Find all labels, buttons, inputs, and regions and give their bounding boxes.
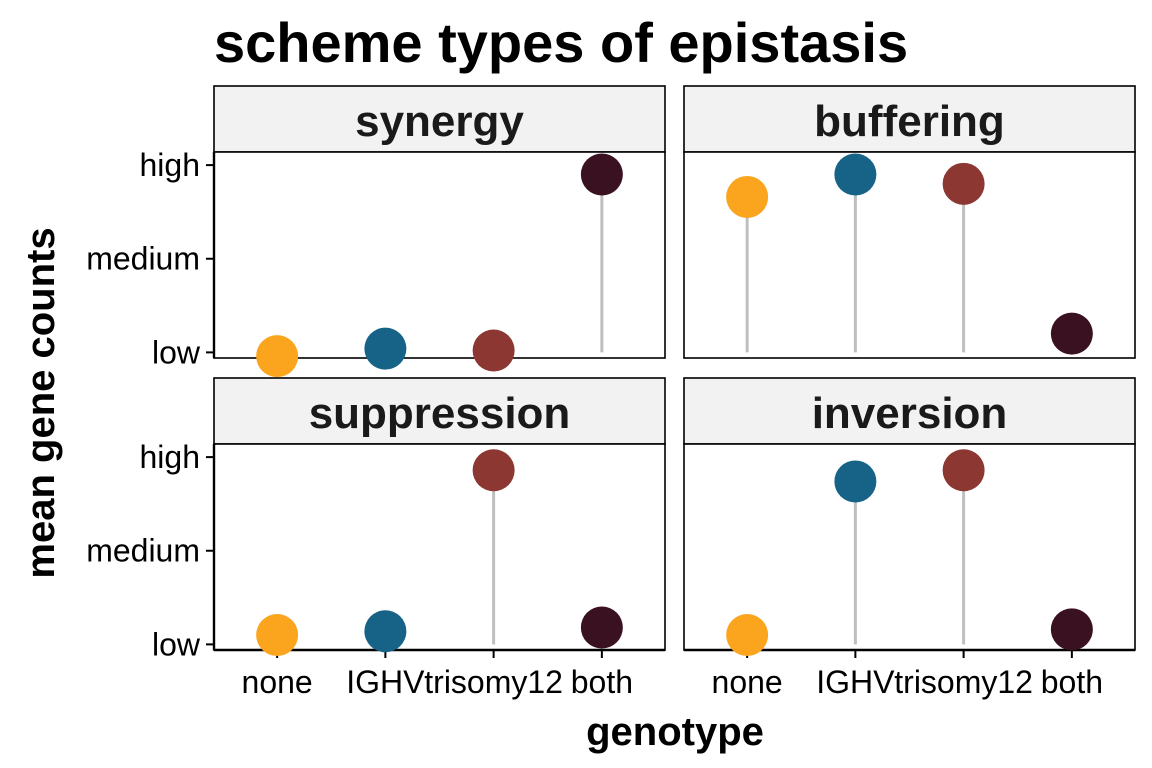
data-point-synergy-IGHV: [364, 327, 407, 370]
y-tick-label: medium: [86, 241, 200, 277]
x-tick-label: both: [571, 664, 633, 700]
facet-label-buffering: buffering: [814, 97, 1005, 146]
data-point-buffering-none: [726, 175, 769, 218]
data-point-suppression-none: [256, 614, 299, 657]
data-point-buffering-IGHV: [834, 153, 877, 196]
data-point-suppression-IGHV: [364, 610, 407, 653]
facet-label-suppression: suppression: [309, 389, 571, 438]
data-point-synergy-none: [256, 335, 299, 378]
data-point-inversion-both: [1050, 608, 1093, 651]
y-tick-label: high: [140, 147, 201, 183]
data-point-inversion-none: [726, 614, 769, 657]
data-point-suppression-both: [580, 606, 623, 649]
x-tick-label: both: [1041, 664, 1103, 700]
x-tick-label: trisomy12: [424, 664, 563, 700]
data-point-buffering-both: [1050, 312, 1093, 355]
facet-strip-suppression: [213, 377, 666, 445]
y-tick-label: high: [140, 439, 201, 475]
data-point-suppression-trisomy12: [472, 449, 515, 492]
x-tick-label: IGHV: [346, 664, 425, 700]
facet-panels: synergy low medium high buffering suppression…: [86, 85, 1136, 700]
data-point-inversion-trisomy12: [942, 449, 985, 492]
chart-title: scheme types of epistasis: [214, 11, 908, 74]
facet-strip-synergy: [213, 85, 666, 153]
x-axis-label: genotype: [586, 710, 764, 754]
x-tick-label: trisomy12: [894, 664, 1033, 700]
y-tick-label: low: [152, 334, 201, 370]
x-tick-label: none: [242, 664, 313, 700]
data-point-synergy-trisomy12: [472, 329, 515, 372]
facet-label-inversion: inversion: [812, 389, 1008, 438]
facet-strip-inversion: [683, 377, 1136, 445]
data-point-synergy-both: [580, 153, 623, 196]
x-tick-label: none: [712, 664, 783, 700]
y-axis-label: mean gene counts: [19, 227, 63, 578]
data-point-inversion-IGHV: [834, 460, 877, 503]
y-tick-label: low: [152, 626, 201, 662]
data-point-buffering-trisomy12: [942, 162, 985, 205]
x-tick-label: IGHV: [816, 664, 895, 700]
facet-strip-buffering: [683, 85, 1136, 153]
facet-label-synergy: synergy: [355, 97, 524, 146]
y-tick-label: medium: [86, 533, 200, 569]
